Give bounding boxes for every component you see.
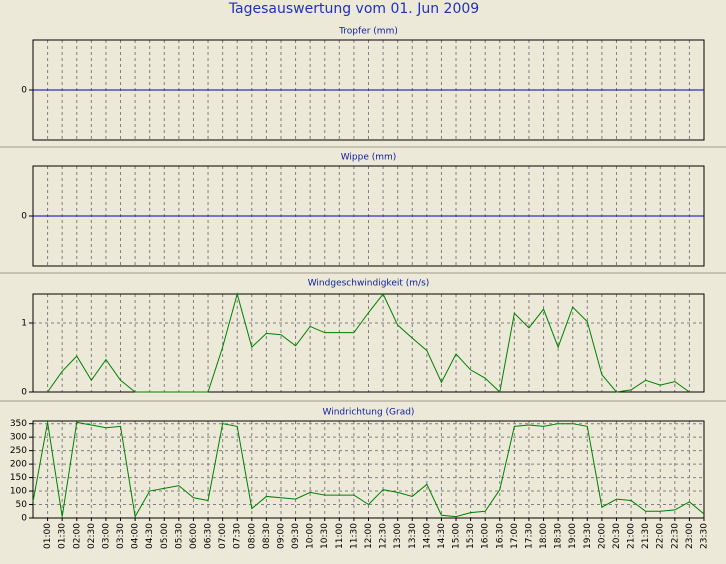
x-tick-label: 20:30 — [612, 523, 622, 549]
y-tick-label: 300 — [10, 433, 27, 443]
panel-title: Windrichtung (Grad) — [323, 408, 415, 418]
x-tick-label: 21:00 — [627, 523, 637, 549]
panel-title: Windgeschwindigkeit (m/s) — [308, 279, 430, 289]
x-tick-label: 23:00 — [685, 523, 695, 549]
y-tick-label: 0 — [21, 514, 27, 524]
y-tick-label: 250 — [10, 446, 27, 456]
x-tick-label: 09:00 — [276, 523, 286, 549]
x-tick-label: 07:00 — [218, 523, 228, 549]
x-tick-label: 19:30 — [583, 523, 593, 549]
x-tick-label: 16:00 — [481, 523, 491, 549]
x-tick-label: 18:30 — [554, 523, 564, 549]
x-tick-label: 23:30 — [700, 523, 710, 549]
x-tick-label: 03:30 — [116, 523, 126, 549]
y-tick-label: 100 — [10, 487, 27, 497]
x-tick-label: 16:30 — [495, 523, 505, 549]
x-tick-label: 19:00 — [568, 523, 578, 549]
x-tick-label: 21:30 — [641, 523, 651, 549]
x-tick-label: 18:00 — [539, 523, 549, 549]
x-tick-label: 08:00 — [247, 523, 257, 549]
x-tick-label: 22:00 — [656, 523, 666, 549]
x-tick-label: 22:30 — [670, 523, 680, 549]
x-tick-label: 05:30 — [174, 523, 184, 549]
y-tick-label: 0 — [21, 388, 27, 398]
x-tick-label: 14:00 — [422, 523, 432, 549]
x-tick-label: 12:30 — [379, 523, 389, 549]
plot-frame — [32, 293, 705, 393]
x-tick-label: 05:00 — [160, 523, 170, 549]
x-tick-label: 12:00 — [364, 523, 374, 549]
x-tick-label: 04:00 — [131, 523, 141, 549]
y-tick-label: 0 — [21, 86, 27, 96]
y-tick-label: 200 — [10, 460, 27, 470]
y-tick-label: 50 — [16, 500, 28, 510]
x-tick-label: 01:00 — [43, 523, 53, 549]
x-tick-label: 10:00 — [306, 523, 316, 549]
x-tick-label: 11:00 — [335, 523, 345, 549]
x-tick-label: 13:30 — [408, 523, 418, 549]
y-tick-label: 1 — [21, 318, 27, 328]
x-tick-label: 09:30 — [291, 523, 301, 549]
x-tick-label: 11:30 — [349, 523, 359, 549]
x-tick-label: 06:30 — [204, 523, 214, 549]
y-tick-label: 0 — [21, 212, 27, 222]
x-tick-label: 02:30 — [87, 523, 97, 549]
x-tick-label: 06:00 — [189, 523, 199, 549]
data-line — [47, 292, 690, 393]
data-line — [32, 421, 705, 519]
panel-title: Wippe (mm) — [341, 153, 397, 163]
x-tick-label: 02:00 — [72, 523, 82, 549]
y-tick-label: 350 — [10, 419, 27, 429]
x-tick-label: 15:00 — [452, 523, 462, 549]
x-tick-label: 08:30 — [262, 523, 272, 549]
x-tick-label: 20:00 — [597, 523, 607, 549]
x-tick-label: 03:00 — [101, 523, 111, 549]
x-tick-label: 14:30 — [437, 523, 447, 549]
x-tick-label: 04:30 — [145, 523, 155, 549]
x-tick-label: 01:30 — [58, 523, 68, 549]
x-tick-label: 13:00 — [393, 523, 403, 549]
panel-title: Tropfer (mm) — [338, 27, 398, 37]
y-tick-label: 150 — [10, 473, 27, 483]
x-tick-label: 15:30 — [466, 523, 476, 549]
x-tick-label: 17:00 — [510, 523, 520, 549]
x-tick-label: 17:30 — [524, 523, 534, 549]
page-title: Tagesauswertung vom 01. Jun 2009 — [228, 1, 479, 17]
x-tick-label: 10:30 — [320, 523, 330, 549]
x-tick-label: 07:30 — [233, 523, 243, 549]
